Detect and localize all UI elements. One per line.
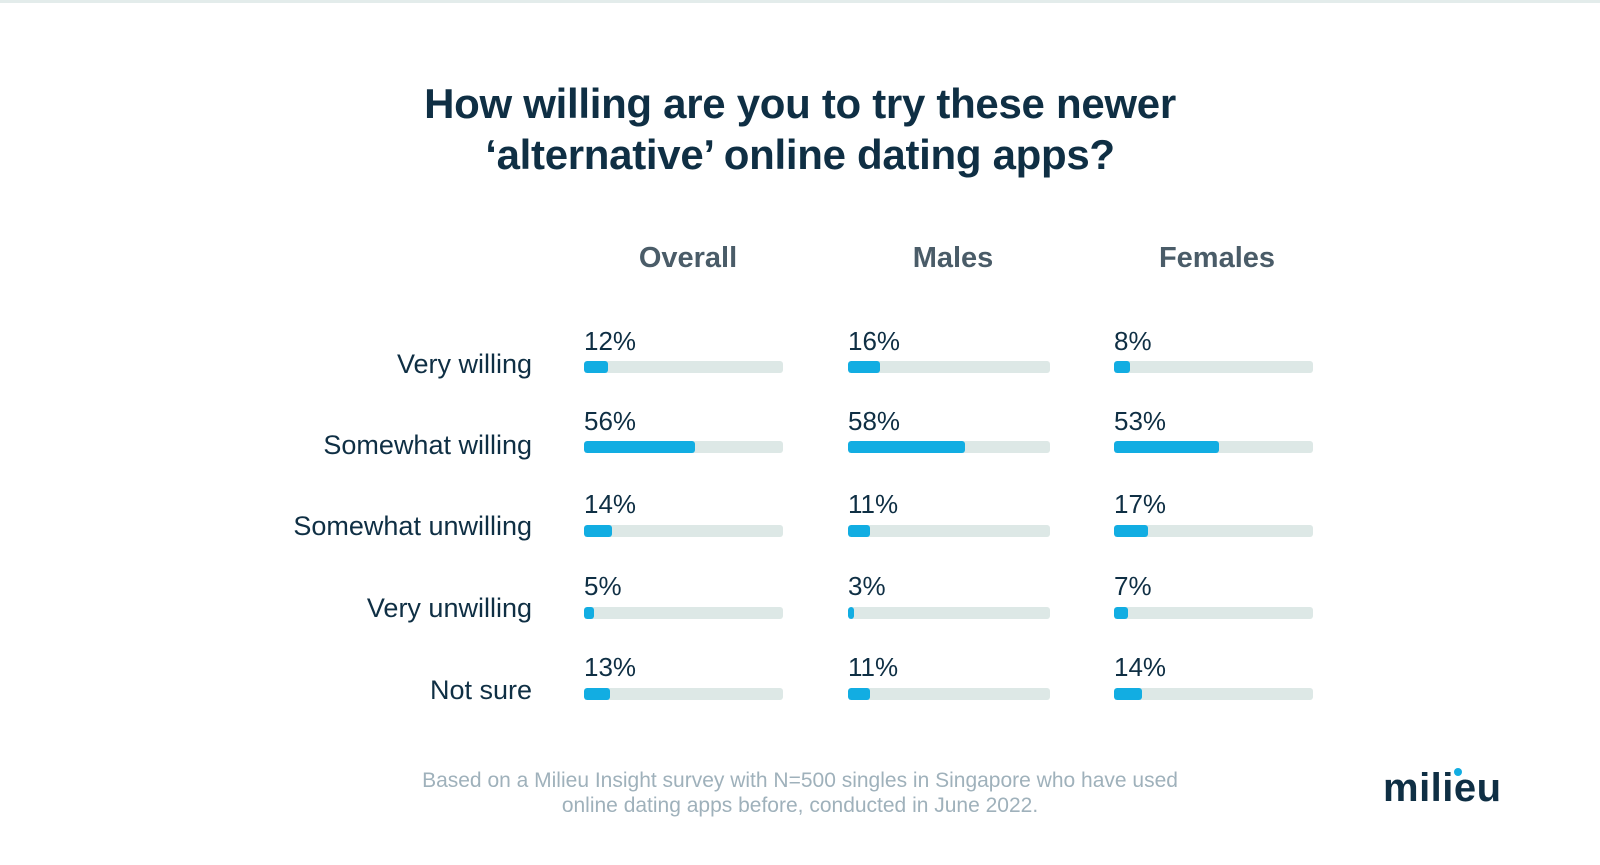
bar-track-overall-4 [584,688,783,700]
value-label-overall-1: 56% [584,406,637,436]
footnote-line-1: Based on a Milieu Insight survey with N=… [422,769,1178,792]
bar-track-overall-2 [584,525,783,537]
top-divider [0,0,1600,3]
bar-track-females-0 [1114,361,1313,373]
milieu-logo-icon [1454,768,1462,776]
bar-track-females-1 [1114,441,1313,453]
value-label-males-4: 11% [848,652,899,682]
value-label-females-2: 17% [1114,489,1167,519]
milieu-logo: milieu [1383,766,1502,810]
value-label-females-1: 53% [1114,406,1167,436]
value-label-males-0: 16% [848,326,901,356]
bar-track-males-1 [848,441,1050,453]
group-header-females: Females [1158,242,1276,274]
bar-females-0 [1114,361,1130,373]
bar-males-0 [848,361,881,373]
value-label-overall-3: 5% [584,571,622,601]
bar-overall-4 [584,688,610,700]
value-label-overall-2: 14% [584,489,637,519]
bar-overall-1 [584,441,696,453]
chart-title: How willing are you to try these newer ‘… [0,78,1600,180]
bar-females-4 [1114,688,1142,700]
row-label-somewhat-unwilling: Somewhat unwilling [293,511,532,541]
bar-track-females-3 [1114,607,1313,619]
bar-track-overall-1 [584,441,783,453]
bar-females-2 [1114,525,1148,537]
row-label-somewhat-willing: Somewhat willing [323,430,532,460]
chart-title-line-2: ‘alternative’ online dating apps? [485,131,1115,178]
row-label-very-unwilling: Very unwilling [366,593,532,623]
bar-track-males-4 [848,688,1050,700]
value-label-males-1: 58% [848,406,901,436]
bar-track-males-2 [848,525,1050,537]
bar-males-1 [848,441,966,453]
bar-females-1 [1114,441,1220,453]
value-label-overall-4: 13% [584,652,637,682]
bar-overall-0 [584,361,608,373]
footnote-line-2: online dating apps before, conducted in … [561,794,1039,817]
value-label-females-0: 8% [1114,326,1152,356]
value-label-females-3: 7% [1114,571,1152,601]
group-header-males: Males [912,242,994,274]
bar-males-2 [848,525,871,537]
bar-track-males-3 [848,607,1050,619]
row-label-very-willing: Very willing [396,349,532,379]
bar-males-3 [848,607,855,619]
value-label-males-3: 3% [848,571,886,601]
chart-title-line-1: How willing are you to try these newer [424,80,1176,127]
bar-track-males-0 [848,361,1050,373]
bar-track-overall-0 [584,361,783,373]
bar-overall-3 [584,607,594,619]
value-label-females-4: 14% [1114,652,1167,682]
bar-track-females-2 [1114,525,1313,537]
bar-males-4 [848,688,871,700]
row-label-not-sure: Not sure [429,675,532,705]
value-label-males-2: 11% [848,489,899,519]
group-header-overall: Overall [638,242,738,274]
bar-track-females-4 [1114,688,1313,700]
footnote: Based on a Milieu Insight survey with N=… [330,768,1270,818]
bar-females-3 [1114,607,1128,619]
value-label-overall-0: 12% [584,326,637,356]
bar-track-overall-3 [584,607,783,619]
bar-overall-2 [584,525,612,537]
